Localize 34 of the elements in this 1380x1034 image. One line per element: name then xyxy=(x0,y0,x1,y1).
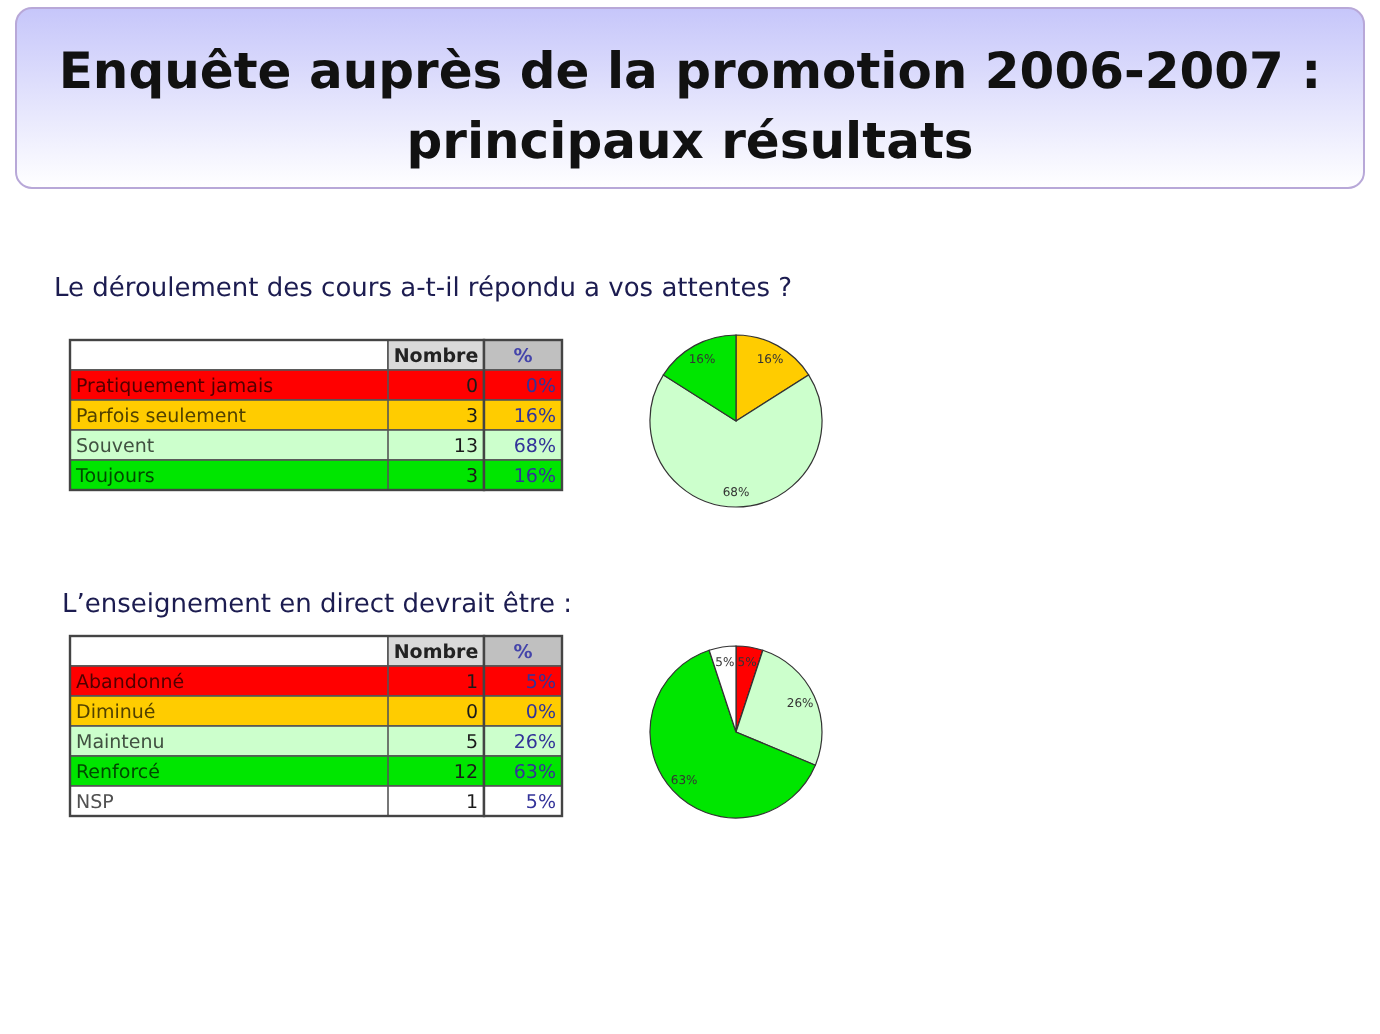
series-label: Nombre xyxy=(393,346,479,368)
text: Enquête auprès de la promotion 2006-2007 : principaux résultats xyxy=(58,42,1322,170)
text: 0% xyxy=(525,376,556,398)
category-label: Souvent xyxy=(76,436,155,458)
text: % xyxy=(513,642,534,664)
text: 63% xyxy=(513,762,556,784)
category-label: Maintenu xyxy=(76,732,165,754)
data-label: 13 xyxy=(453,436,478,458)
data-label: 1 xyxy=(465,792,478,814)
text: 5% xyxy=(525,672,556,694)
category-label: Renforcé xyxy=(76,762,161,784)
text: L’enseignement en direct devrait être : xyxy=(62,590,573,620)
text: 26% xyxy=(513,732,556,754)
data-label: 0 xyxy=(465,702,478,724)
text: 16% xyxy=(513,406,556,428)
category-label: Diminué xyxy=(76,702,156,724)
text: 68% xyxy=(513,436,556,458)
data-label: 3 xyxy=(465,466,478,488)
data-label: 5 xyxy=(465,732,478,754)
text: % xyxy=(513,346,534,368)
category-label: Abandonné xyxy=(76,672,185,694)
data-label: 3 xyxy=(465,406,478,428)
data-label: 0 xyxy=(465,376,478,398)
text: 5% xyxy=(525,792,556,814)
category-label: Pratiquement jamais xyxy=(76,376,274,398)
series-label: Nombre xyxy=(393,642,479,664)
text: 0% xyxy=(525,702,556,724)
data-label: 12 xyxy=(453,762,478,784)
category-label: Parfois seulement xyxy=(76,406,247,428)
category-label: Toujours xyxy=(74,466,155,488)
text: 16% xyxy=(513,466,556,488)
data-label: 1 xyxy=(465,672,478,694)
category-label: NSP xyxy=(76,792,115,814)
text: Le déroulement des cours a-t-il répondu a vos attentes ? xyxy=(54,274,793,304)
